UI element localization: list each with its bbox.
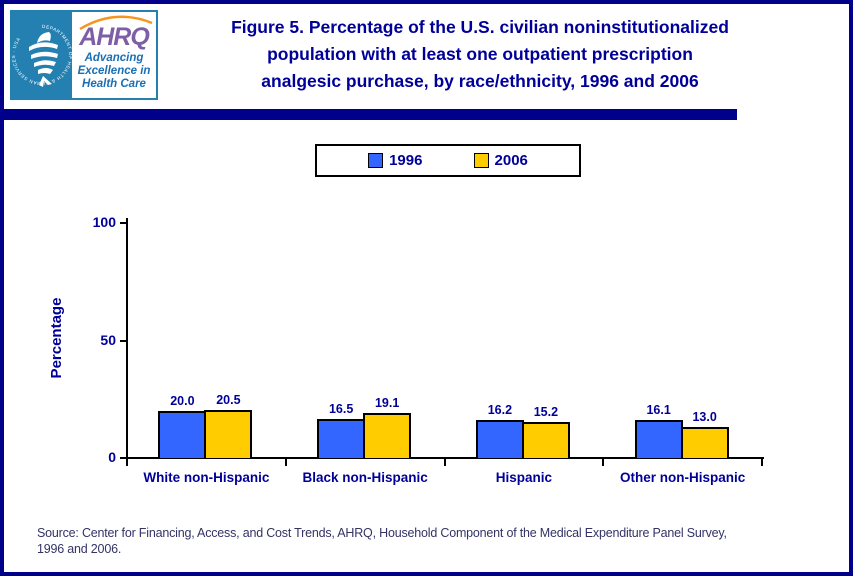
y-tick-mark (120, 339, 127, 342)
figure-title-line3: analgesic purchase, by race/ethnicity, 1… (261, 71, 699, 91)
bar-value-label: 16.2 (487, 402, 513, 417)
figure-title-line1: Figure 5. Percentage of the U.S. civilia… (231, 17, 729, 37)
category-label: Black non-Hispanic (302, 470, 428, 485)
bar-value-label: 19.1 (374, 396, 400, 411)
category-label: Hispanic (495, 470, 553, 485)
y-tick-label: 100 (92, 214, 116, 230)
ahrq-tagline: Advancing Excellence in Health Care (77, 52, 151, 90)
chart-legend: 1996 2006 (315, 144, 581, 177)
bar-1996 (317, 419, 366, 458)
legend-item-2006: 2006 (473, 152, 528, 169)
bar-value-label: 13.0 (692, 410, 717, 425)
x-tick-mark (284, 459, 287, 466)
x-axis-line (126, 457, 764, 459)
x-tick-mark (443, 459, 446, 466)
bar-2006 (204, 409, 253, 458)
source-note-line1: Source: Center for Financing, Access, an… (37, 526, 727, 540)
bar-value-label: 16.5 (328, 402, 354, 417)
hhs-seal-icon: DEPARTMENT OF HEALTH & HUMAN SERVICES · … (11, 12, 72, 98)
ahrq-acronym: AHRQ (79, 23, 150, 51)
source-note: Source: Center for Financing, Access, an… (37, 526, 827, 557)
ahrq-swoosh-icon (79, 15, 153, 30)
bar-value-label: 15.2 (533, 405, 559, 420)
bar-value-label: 16.1 (646, 403, 671, 418)
hhs-eagle-icon: DEPARTMENT OF HEALTH & HUMAN SERVICES · … (11, 24, 72, 87)
hhs-ahrq-logo: DEPARTMENT OF HEALTH & HUMAN SERVICES · … (10, 10, 158, 100)
bar-2006 (680, 427, 729, 458)
y-tick-label: 50 (100, 331, 116, 348)
bar-value-label: 20.5 (216, 392, 241, 407)
x-tick-mark (761, 459, 763, 466)
figure-title-line2: population with at least one outpatient … (267, 44, 693, 64)
legend-label-2006: 2006 (494, 152, 528, 169)
bar-value-label: 20.0 (170, 394, 195, 408)
legend-item-1996: 1996 (368, 152, 422, 169)
source-note-line2: 1996 and 2006. (37, 541, 122, 556)
ahrq-logo: AHRQ Advancing Excellence in Health Care (72, 12, 156, 98)
category-label: White non-Hispanic (143, 470, 270, 485)
bar-2006 (521, 422, 570, 458)
legend-label-1996: 1996 (389, 152, 423, 169)
y-tick-mark (120, 457, 127, 459)
header-divider-bar (4, 109, 737, 120)
legend-swatch-2006 (473, 153, 489, 168)
x-tick-mark (126, 459, 128, 466)
bar-2006 (363, 413, 412, 458)
legend-swatch-1996 (368, 153, 384, 168)
y-axis-line (126, 218, 128, 459)
x-tick-mark (602, 459, 605, 466)
bar-1996 (475, 419, 524, 458)
y-tick-mark (120, 222, 127, 224)
category-label: Other non-Hispanic (619, 470, 746, 485)
y-axis-title: Percentage (48, 297, 65, 379)
bar-1996 (634, 420, 683, 458)
figure-title: Figure 5. Percentage of the U.S. civilia… (165, 14, 795, 95)
y-tick-label: 0 (108, 449, 116, 465)
bar-1996 (158, 411, 207, 458)
